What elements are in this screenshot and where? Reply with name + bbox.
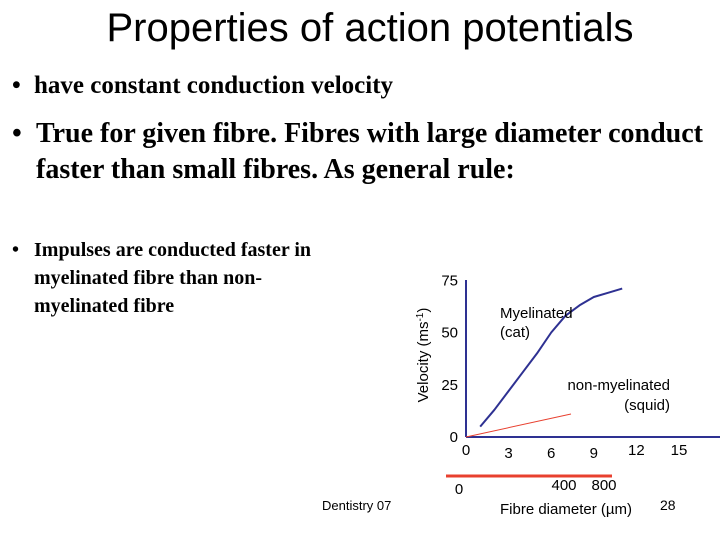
y-axis-label-close: ) bbox=[415, 308, 432, 313]
x-tick-label-myelinated: 15 bbox=[671, 442, 688, 459]
page-number: 28 bbox=[660, 497, 676, 513]
x-axis-label: Fibre diameter (µm) bbox=[500, 501, 632, 518]
bullet-conduction-velocity: • have constant conduction velocity bbox=[12, 72, 393, 100]
slide-title: Properties of action potentials bbox=[106, 6, 634, 50]
x-tick-label-myelinated: 3 bbox=[504, 445, 512, 462]
y-tick-label: 50 bbox=[441, 325, 458, 342]
bullet-text: Impulses are conducted faster in myelina… bbox=[34, 239, 312, 317]
series-line-myelinated bbox=[479, 287, 623, 428]
x-tick-label-nonmyelinated: 800 bbox=[591, 477, 616, 494]
y-axis-label: Velocity (ms-1) bbox=[415, 308, 433, 403]
y-axis-label-text: Velocity (ms bbox=[415, 322, 432, 403]
series-label-myelinated-line1: Myelinated bbox=[500, 305, 573, 322]
series-label-nonmyelinated-line2: (squid) bbox=[624, 397, 670, 414]
y-tick-label: 25 bbox=[441, 377, 458, 394]
x-tick-label-myelinated: 9 bbox=[590, 445, 598, 462]
bullet-marker: • bbox=[12, 239, 20, 261]
series-label-myelinated-line2: (cat) bbox=[500, 324, 530, 341]
y-tick-labels: 75 50 25 0 bbox=[441, 272, 458, 446]
x-tick-label-myelinated: 12 bbox=[628, 442, 645, 459]
x-tick-label-nonmyelinated: 400 bbox=[551, 477, 576, 494]
y-axis-label-sup: -1 bbox=[415, 312, 426, 321]
bullet-text: True for given fibre. Fibres with large … bbox=[36, 118, 703, 185]
x-tick-label-myelinated: 0 bbox=[462, 442, 470, 459]
x-tick-label-myelinated: 6 bbox=[547, 445, 555, 462]
footer-left: Dentistry 07 bbox=[322, 498, 391, 513]
x-tick-label-nonmyelinated: 0 bbox=[455, 481, 463, 498]
bullet-myelinated-faster: • Impulses are conducted faster in myeli… bbox=[12, 236, 312, 320]
series-label-nonmyelinated-line1: non-myelinated bbox=[567, 377, 670, 394]
bullet-marker: • bbox=[12, 72, 21, 99]
bullet-text: have constant conduction velocity bbox=[34, 72, 394, 99]
x-tick-labels-nonmyelinated: 0 400 800 bbox=[455, 477, 617, 498]
series-line-nonmyelinated bbox=[465, 413, 572, 438]
y-tick-label: 0 bbox=[450, 429, 458, 446]
x-tick-labels-myelinated: 0 3 6 9 12 15 bbox=[462, 442, 688, 462]
y-tick-label: 75 bbox=[441, 272, 458, 289]
bullet-marker: • bbox=[12, 118, 22, 149]
bullet-fibre-diameter: • True for given fibre. Fibres with larg… bbox=[12, 116, 712, 188]
series-group bbox=[465, 287, 623, 438]
